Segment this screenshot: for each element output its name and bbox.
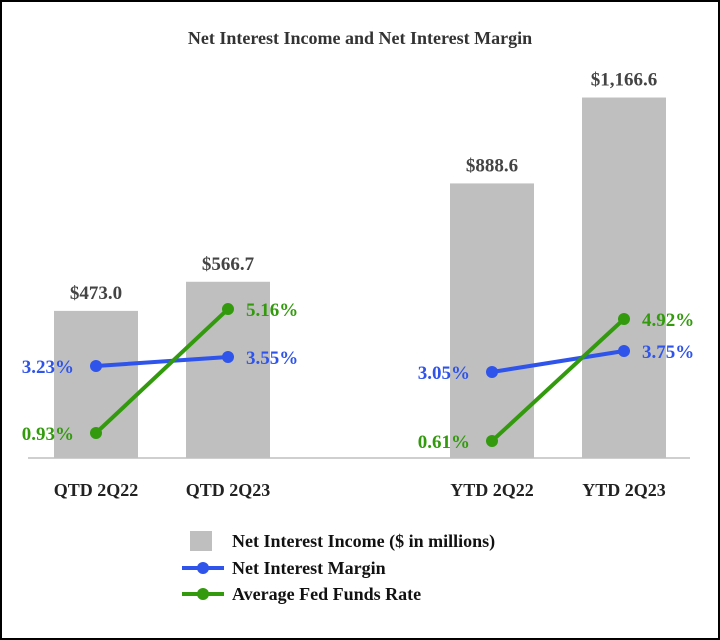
legend-label-1: Net Interest Margin <box>232 558 386 578</box>
series-1-label-1: 3.55% <box>246 348 298 369</box>
x-tick-label-3: YTD 2Q23 <box>582 480 666 500</box>
line-series: 3.23% 3.55% 3.05% 3.75% 0.93% 5.16% 0.61% 4.92% <box>22 300 695 453</box>
x-tick-label-1: QTD 2Q23 <box>186 480 271 500</box>
bar-series: $473.0 $566.7 $888.6 $1,166.6 <box>54 70 666 458</box>
legend-label-2: Average Fed Funds Rate <box>232 584 421 604</box>
series-1-label-0: 3.23% <box>22 357 74 378</box>
series-1-point-1 <box>222 351 234 364</box>
legend-label-0: Net Interest Income ($ in millions) <box>232 531 495 552</box>
series-1-point-2 <box>486 366 498 378</box>
bar-value-label-1: $566.7 <box>202 254 255 275</box>
x-axis-tick-labels: QTD 2Q22 QTD 2Q23 YTD 2Q22 YTD 2Q23 <box>54 480 666 500</box>
series-1-point-0 <box>90 360 102 372</box>
legend-marker-1 <box>197 562 209 574</box>
series-2-segment-1 <box>490 317 626 443</box>
series-1-segment-1 <box>490 349 626 374</box>
bar-value-label-2: $888.6 <box>466 155 518 176</box>
legend: Net Interest Income ($ in millions) Net I… <box>182 531 495 604</box>
chart-title: Net Interest Income and Net Interest Mar… <box>188 28 532 48</box>
series-1-point-3 <box>618 345 630 357</box>
series-2-label-2: 0.61% <box>418 432 470 453</box>
x-tick-label-2: YTD 2Q22 <box>450 480 534 500</box>
series-2-label-0: 0.93% <box>22 424 74 445</box>
series-2-point-2 <box>486 435 498 447</box>
series-2-label-3: 4.92% <box>642 310 694 331</box>
bar-value-label-3: $1,166.6 <box>591 70 658 91</box>
legend-swatch-0 <box>190 531 212 551</box>
series-1-label-2: 3.05% <box>418 363 470 384</box>
series-2-segment-0 <box>94 307 230 435</box>
series-2-point-1 <box>222 303 234 316</box>
bar-2 <box>450 183 534 458</box>
series-1-segment-0 <box>94 355 230 368</box>
bar-value-label-0: $473.0 <box>70 283 122 304</box>
series-1-label-3: 3.75% <box>642 342 694 363</box>
bar-3 <box>582 97 666 458</box>
series-2-label-1: 5.16% <box>246 300 298 321</box>
series-2-point-0 <box>90 427 102 439</box>
legend-marker-2 <box>197 588 209 600</box>
series-2-point-3 <box>618 313 630 326</box>
x-tick-label-0: QTD 2Q22 <box>54 480 139 500</box>
